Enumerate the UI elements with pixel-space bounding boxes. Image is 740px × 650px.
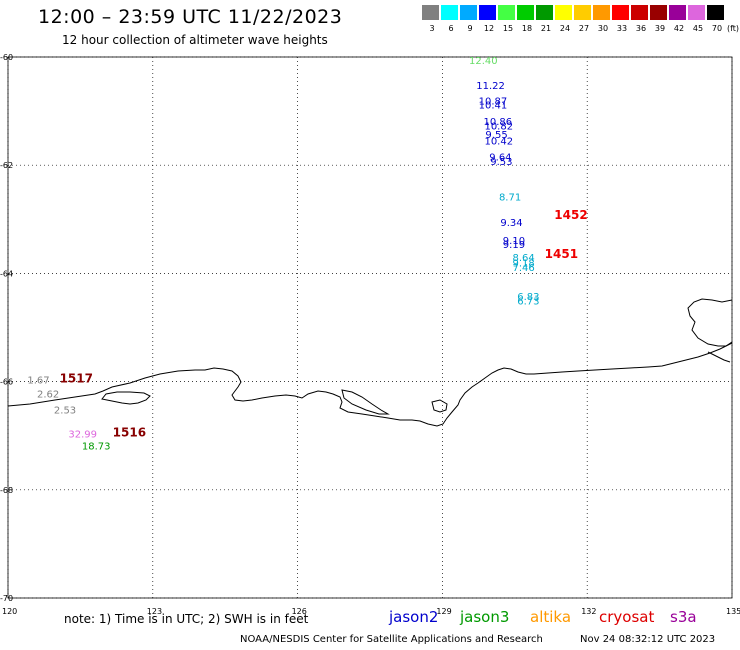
- wave-height-value: 18.73: [82, 441, 111, 452]
- legend-swatch: [441, 5, 458, 20]
- legend-unit-label: (ft): [726, 24, 740, 33]
- wave-height-value: 2.53: [54, 406, 76, 417]
- legend-swatch: [650, 5, 667, 20]
- credit-line: NOAA/NESDIS Center for Satellite Applica…: [240, 634, 543, 645]
- legend-label: 3: [429, 24, 435, 33]
- coastline-segment: [707, 351, 731, 363]
- legend-swatch: [479, 5, 496, 20]
- legend-label: 39: [654, 24, 666, 33]
- legend-swatch: [631, 5, 648, 20]
- lat-lon-grid: [7, 56, 733, 599]
- legend-label: 15: [502, 24, 514, 33]
- wave-height-value: 10.87: [479, 96, 508, 107]
- antarctic-coastline: [7, 298, 733, 427]
- lon-tick-label: 123: [147, 607, 162, 616]
- legend-swatch: [593, 5, 610, 20]
- wave-height-value: 9.34: [500, 218, 522, 229]
- track-label: 1516: [113, 425, 146, 439]
- longitude-ticks: 120 123 126 129 132 135: [2, 607, 740, 616]
- chart-subtitle: 12 hour collection of altimeter wave hei…: [62, 33, 328, 47]
- wave-height-value: 9.19: [503, 240, 525, 251]
- track-label: 1451: [545, 247, 578, 261]
- lon-tick-label: 126: [292, 607, 307, 616]
- legend-label: 70: [711, 24, 723, 33]
- legend-swatch: [669, 5, 686, 20]
- wave-height-value: 9.18: [512, 259, 534, 270]
- lon-tick-label: 135: [726, 607, 740, 616]
- map-frame: [7, 56, 733, 599]
- legend-label: 27: [578, 24, 590, 33]
- lat-tick-label: -62: [0, 161, 13, 170]
- wave-height-value: 10.42: [484, 136, 513, 147]
- legend-swatch: [460, 5, 477, 20]
- track-label: 1452: [554, 208, 587, 222]
- cyclone-labels: 1452 1451 1517 1516: [60, 208, 588, 439]
- lat-tick-label: -68: [0, 486, 13, 495]
- satellite-label-s3a: s3a: [670, 608, 697, 626]
- legend-label: 33: [616, 24, 628, 33]
- legend-label: 21: [540, 24, 552, 33]
- track-label: 1517: [60, 371, 93, 385]
- legend-swatch: [517, 5, 534, 20]
- legend-label: 9: [467, 24, 473, 33]
- wave-height-value: 9.55: [485, 130, 507, 141]
- wave-height-value: 11.22: [476, 81, 505, 92]
- chart-title: 12:00 – 23:59 UTC 11/22/2023: [38, 6, 343, 28]
- legend-swatch: [612, 5, 629, 20]
- lat-tick-label: -64: [0, 269, 13, 278]
- legend-swatch: [555, 5, 572, 20]
- wave-height-value: 10.82: [484, 122, 513, 133]
- latitude-ticks: -60 -62 -64 -66 -68 -70: [0, 53, 13, 603]
- legend-swatch: [498, 5, 515, 20]
- wave-height-value: 8.71: [499, 193, 521, 204]
- legend-swatch: [422, 5, 439, 20]
- coastline-main: [7, 342, 733, 427]
- satellite-label-jason3: jason3: [460, 608, 510, 626]
- coastline-peninsula: [687, 298, 733, 347]
- wave-height-value: 10.86: [483, 117, 512, 128]
- wave-height-value: 9.53: [490, 157, 512, 168]
- wave-height-value: 6.73: [517, 296, 539, 307]
- lon-tick-label: 132: [581, 607, 596, 616]
- coastline-inlet: [101, 391, 151, 405]
- legend-label: 6: [448, 24, 454, 33]
- lat-tick-label: -66: [0, 378, 13, 387]
- legend-label: 45: [692, 24, 704, 33]
- legend-label: 18: [521, 24, 533, 33]
- coastline-inlet: [431, 399, 448, 413]
- wave-height-value: 6.83: [517, 292, 539, 303]
- wave-height-value: 12.40: [469, 56, 498, 67]
- legend-swatch: [707, 5, 724, 20]
- satellite-label-jason2: jason2: [389, 608, 439, 626]
- lat-tick-label: -60: [0, 53, 13, 62]
- lon-tick-label: 120: [2, 607, 17, 616]
- wave-height-value: 32.99: [68, 430, 97, 441]
- lat-tick-label: -70: [0, 594, 13, 603]
- satellite-label-cryosat: cryosat: [599, 608, 655, 626]
- wave-height-value: 9.64: [489, 153, 511, 164]
- wave-height-value: 8.64: [512, 253, 534, 264]
- footer-note: note: 1) Time is in UTC; 2) SWH is in fe…: [64, 612, 309, 626]
- legend-swatch: [536, 5, 553, 20]
- legend-label: 24: [559, 24, 571, 33]
- legend-swatch: [688, 5, 705, 20]
- legend-label: 30: [597, 24, 609, 33]
- wave-height-value: 10.41: [479, 101, 508, 112]
- legend-label: 42: [673, 24, 685, 33]
- legend-swatch: [574, 5, 591, 20]
- wave-height-value: 9.10: [503, 236, 525, 247]
- wave-height-value: 2.62: [37, 390, 59, 401]
- legend-label: 36: [635, 24, 647, 33]
- generation-timestamp: Nov 24 08:32:12 UTC 2023: [580, 634, 716, 645]
- legend-label: 12: [483, 24, 495, 33]
- lon-tick-label: 129: [436, 607, 451, 616]
- wave-height-value: 1.67: [27, 375, 49, 386]
- wave-height-value: 7.46: [512, 263, 534, 274]
- coastline-inlet: [341, 389, 390, 415]
- satellite-label-altika: altika: [530, 608, 572, 626]
